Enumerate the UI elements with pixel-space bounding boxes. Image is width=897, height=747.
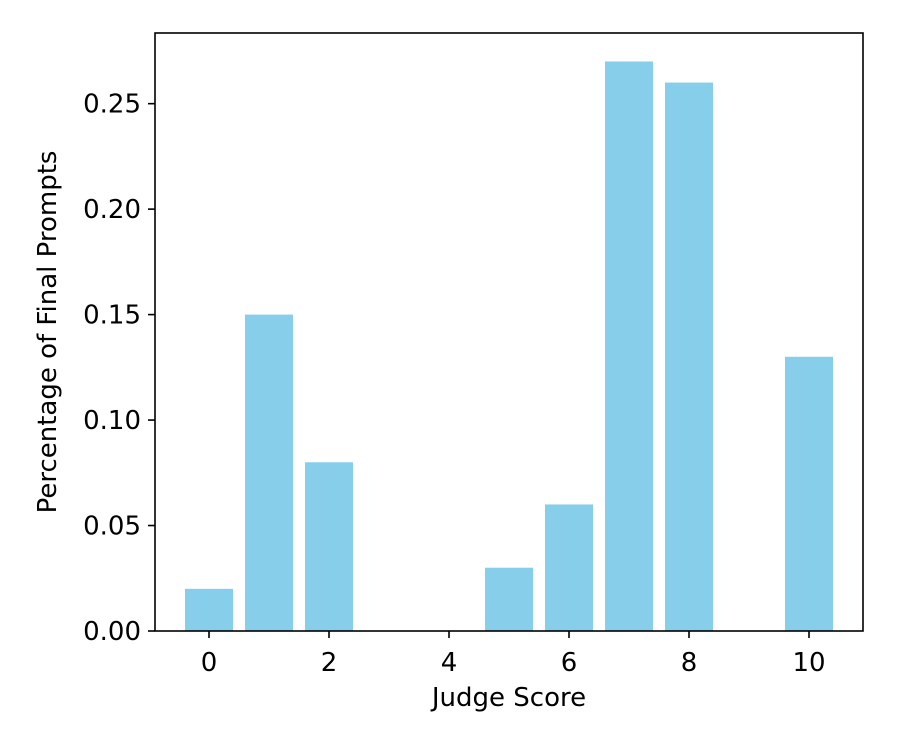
x-tick-label: 8 [681, 648, 698, 678]
bar-score-8 [665, 82, 713, 631]
x-axis-ticks: 0 2 4 6 8 10 [201, 631, 826, 678]
bar-score-6 [545, 504, 593, 631]
x-tick-label: 10 [792, 648, 825, 678]
bar-score-1 [245, 314, 293, 631]
y-tick-label: 0.00 [83, 617, 141, 647]
x-tick-label: 2 [321, 648, 338, 678]
x-axis-label: Judge Score [430, 683, 586, 713]
bar-score-10 [785, 356, 833, 631]
y-tick-label: 0.10 [83, 406, 141, 436]
bar-score-7 [605, 61, 653, 632]
bar-score-5 [485, 567, 533, 631]
y-tick-label: 0.25 [83, 90, 141, 120]
bars-group [185, 61, 833, 632]
bar-score-0 [185, 588, 233, 631]
y-tick-label: 0.20 [83, 195, 141, 225]
x-tick-label: 6 [561, 648, 578, 678]
y-axis-label: Percentage of Final Prompts [33, 151, 63, 514]
bar-score-2 [305, 462, 353, 631]
x-tick-label: 4 [441, 648, 458, 678]
y-tick-label: 0.05 [83, 512, 141, 542]
y-tick-label: 0.15 [83, 301, 141, 331]
y-axis-ticks: 0.00 0.05 0.10 0.15 0.20 0.25 [83, 90, 155, 647]
plot-frame [154, 32, 864, 632]
x-tick-label: 0 [201, 648, 218, 678]
